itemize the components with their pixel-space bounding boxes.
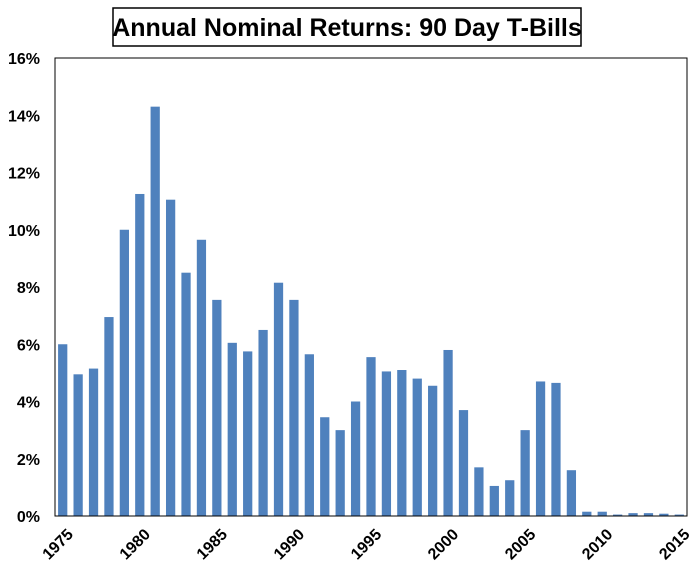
y-tick-label: 0% [17,509,40,526]
bar-1984 [196,239,207,516]
bar-1985 [212,299,222,516]
chart-title-box [112,7,582,47]
x-tick-label: 1980 [117,526,154,563]
x-tick-label: 2015 [656,526,692,563]
bar-1991 [304,354,314,516]
bar-1987 [243,351,253,516]
x-tick-label: 1995 [348,526,385,563]
bar-2002 [474,467,484,516]
bar-2012 [628,513,638,516]
bar-2011 [613,514,623,516]
bar-1992 [320,417,330,516]
bar-1993 [335,430,345,517]
bar-1980 [135,193,145,516]
bar-1999 [428,385,438,516]
bars [58,106,684,517]
y-tick-label: 4% [17,395,40,412]
x-tick-label: 2010 [579,526,616,563]
bar-2005 [520,430,530,517]
bar-1978 [104,317,114,516]
bar-2007 [551,382,561,516]
bar-2010 [597,511,607,516]
y-tick-label: 6% [17,337,40,354]
bar-2008 [566,470,577,516]
bar-1995 [366,357,376,516]
x-tick-label: 1975 [40,526,77,563]
x-tick-label: 2000 [425,526,462,563]
bar-1998 [412,378,422,516]
bar-1988 [258,329,268,516]
bar-2001 [458,410,469,516]
bar-1976 [73,374,83,516]
bar-2003 [489,485,499,516]
bar-1994 [350,401,361,516]
bar-1982 [165,199,176,516]
chart-title: Annual Nominal Returns: 90 Day T-Bills [112,14,582,42]
y-tick-label: 14% [8,108,40,125]
y-tick-label: 2% [17,452,40,469]
x-tick-label: 1985 [194,526,231,563]
bar-2006 [535,381,546,516]
bar-1977 [88,368,99,516]
bar-2000 [443,349,453,516]
bar-2015 [674,514,684,516]
y-axis-ticks: 0% 2% 4% 6% 8% 10% 12% 14% 16% [8,51,40,526]
bar-1996 [381,371,392,516]
bar-1986 [227,342,237,516]
y-tick-label: 8% [17,280,40,297]
chart-title-group: Annual Nominal Returns: 90 Day T-Bills [112,7,582,47]
bar-2009 [582,511,592,516]
y-tick-label: 16% [8,51,40,68]
bar-1975 [58,344,68,516]
bar-1989 [273,282,284,516]
bar-1983 [181,272,191,516]
bar-2004 [505,480,515,516]
bar-1979 [119,229,129,516]
bar-1990 [289,299,299,516]
x-tick-label: 2005 [502,526,539,563]
x-tick-label: 1990 [271,526,308,563]
y-tick-label: 10% [8,223,40,240]
bar-1997 [397,370,407,516]
bar-1981 [150,106,160,516]
y-tick-label: 12% [8,166,40,183]
bar-2014 [659,513,669,516]
bar-2013 [643,513,654,516]
x-axis-ticks: 1975 1980 1985 1990 1995 2000 2005 2010 2015 [40,526,692,563]
